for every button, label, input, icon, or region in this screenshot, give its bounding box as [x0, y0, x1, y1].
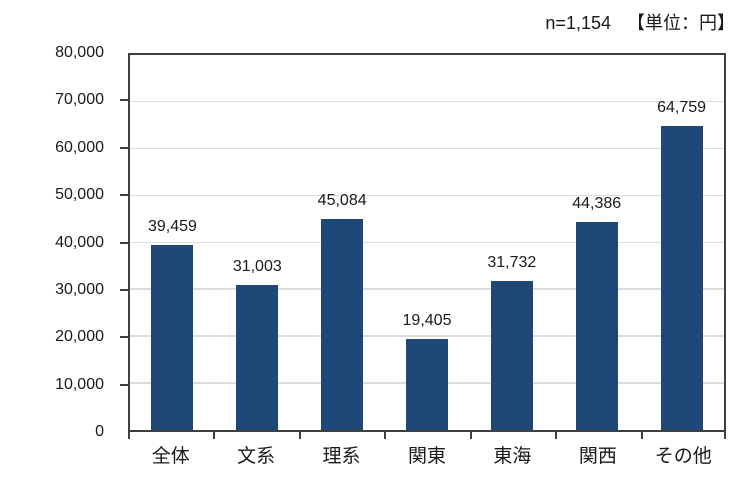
y-axis-tick [120, 336, 128, 339]
y-axis-label: 60,000 [55, 138, 104, 156]
gridline [130, 100, 724, 103]
gridline [130, 147, 724, 150]
y-axis-label: 20,000 [55, 328, 104, 346]
y-axis-label: 80,000 [55, 44, 104, 61]
x-axis-label: 関西 [578, 446, 617, 467]
y-axis-label: 0 [95, 423, 104, 440]
y-axis-tick [120, 146, 128, 149]
bar [236, 284, 279, 430]
x-axis-tick [469, 432, 472, 439]
bar [575, 221, 618, 430]
bar [660, 126, 703, 430]
plot-area: 39,459 31,003 45,084 19,405 31,732 44,386 64,7… [128, 53, 726, 432]
y-axis-label: 40,000 [55, 233, 104, 251]
x-axis-tick [384, 432, 387, 439]
bar-value-label: 44,386 [572, 194, 622, 212]
x-axis-label: 関東 [407, 446, 446, 467]
x-axis-tick [298, 432, 301, 439]
x-axis-label: 理系 [322, 446, 361, 467]
unit-label: 【単位：円】 [627, 13, 735, 33]
y-axis-label: 70,000 [55, 91, 104, 109]
bar [151, 245, 194, 430]
sample-size-label: n=1,154 [545, 13, 611, 33]
y-axis-label: 50,000 [55, 186, 104, 204]
y-axis-tick [120, 194, 128, 197]
y-axis-tick [120, 383, 128, 386]
x-axis-tick [640, 432, 643, 439]
x-axis-tick [555, 432, 558, 439]
x-axis-tick [724, 432, 726, 439]
y-axis-label: 30,000 [55, 280, 104, 298]
x-axis-label: 文系 [237, 446, 276, 467]
x-axis-label: その他 [654, 446, 712, 467]
bar-value-label: 19,405 [402, 312, 452, 330]
x-axis-label: 東海 [493, 446, 532, 467]
x-axis-label: 全体 [151, 446, 190, 467]
x-axis-tick [213, 432, 216, 439]
gridline [130, 194, 724, 197]
gridline [130, 288, 724, 290]
bar-value-label: 39,459 [147, 218, 197, 236]
bar-value-label: 64,759 [657, 99, 707, 117]
gridline [130, 335, 724, 337]
bar-value-label: 31,732 [487, 254, 537, 272]
bar [490, 281, 533, 430]
y-axis-tick [120, 288, 128, 291]
y-axis-tick [120, 241, 128, 244]
y-axis-label: 10,000 [55, 375, 104, 393]
chart-annotation: n=1,154 【単位：円】 [545, 9, 735, 35]
bar-value-label: 45,084 [317, 191, 367, 209]
y-axis-tick [120, 99, 128, 102]
gridline [130, 241, 724, 243]
bar-value-label: 31,003 [232, 257, 282, 275]
bar [321, 218, 364, 430]
x-axis-tick [128, 432, 130, 439]
bar [406, 339, 448, 430]
